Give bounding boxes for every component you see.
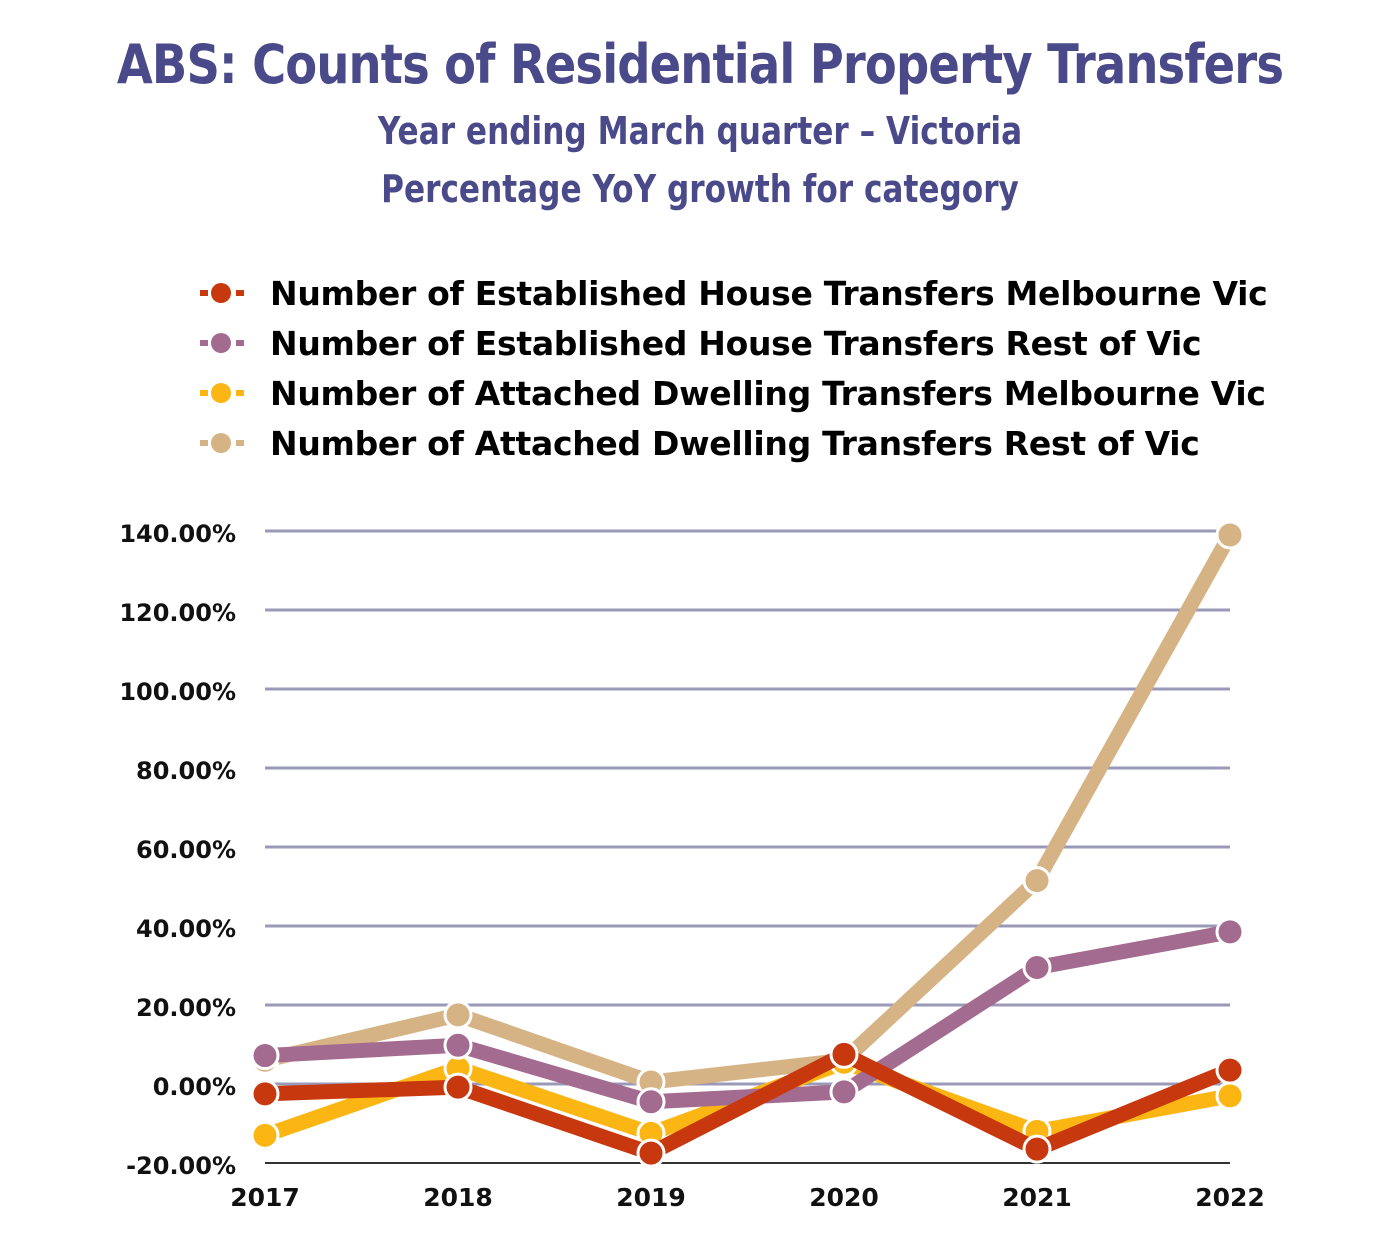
- data-point: [636, 1087, 666, 1117]
- data-point: [250, 1079, 280, 1109]
- legend-label-established-rest: Number of Established House Transfers Re…: [270, 323, 1202, 363]
- y-tick-label: 80.00%: [136, 757, 236, 785]
- chart-subtitle-1: Year ending March quarter – Victoria: [377, 109, 1023, 153]
- series-established-melbourne: [250, 1039, 1245, 1168]
- y-tick-label: 0.00%: [153, 1073, 236, 1101]
- x-tick-label: 2022: [1195, 1183, 1265, 1212]
- y-tick-label: 20.00%: [136, 994, 236, 1022]
- data-point: [829, 1039, 859, 1069]
- data-point: [1215, 1055, 1245, 1085]
- legend-swatch-established-rest: [200, 333, 244, 353]
- data-point: [250, 1120, 280, 1150]
- chart-legend: Number of Established House Transfers Me…: [200, 268, 1350, 468]
- series-line: [257, 527, 1238, 1090]
- x-tick-label: 2018: [423, 1183, 493, 1212]
- y-tick-label: -20.00%: [126, 1152, 236, 1180]
- y-tick-label: 100.00%: [119, 678, 236, 706]
- data-point: [1215, 520, 1245, 550]
- data-point: [250, 1041, 280, 1071]
- series-lines: [250, 520, 1245, 1168]
- series-line: [257, 1046, 1238, 1161]
- y-tick-label: 140.00%: [119, 520, 236, 548]
- data-point: [829, 1077, 859, 1107]
- series-attached-rest: [250, 520, 1245, 1097]
- legend-item-attached-rest: Number of Attached Dwelling Transfers Re…: [200, 418, 1350, 468]
- data-point: [1215, 917, 1245, 947]
- legend-swatch-established-melbourne: [200, 283, 244, 303]
- x-tick-label: 2021: [1002, 1183, 1072, 1212]
- data-point: [1022, 952, 1052, 982]
- x-tick-label: 2020: [809, 1183, 879, 1212]
- legend-label-attached-melbourne: Number of Attached Dwelling Transfers Me…: [270, 373, 1266, 413]
- legend-item-attached-melbourne: Number of Attached Dwelling Transfers Me…: [200, 368, 1350, 418]
- y-tick-label: 60.00%: [136, 836, 236, 864]
- data-point: [1022, 866, 1052, 896]
- data-point: [443, 1072, 473, 1102]
- y-tick-label: 40.00%: [136, 915, 236, 943]
- legend-label-attached-rest: Number of Attached Dwelling Transfers Re…: [270, 423, 1200, 463]
- data-point: [443, 1000, 473, 1030]
- y-tick-label: 120.00%: [119, 599, 236, 627]
- gridlines: [265, 529, 1230, 1164]
- data-point: [636, 1138, 666, 1168]
- legend-swatch-attached-melbourne: [200, 383, 244, 403]
- data-point: [1215, 1081, 1245, 1111]
- legend-label-established-melbourne: Number of Established House Transfers Me…: [270, 273, 1268, 313]
- legend-item-established-rest: Number of Established House Transfers Re…: [200, 318, 1350, 368]
- chart-titles: ABS: Counts of Residential Property Tran…: [0, 28, 1400, 218]
- legend-item-established-melbourne: Number of Established House Transfers Me…: [200, 268, 1350, 318]
- chart-title: ABS: Counts of Residential Property Tran…: [116, 33, 1284, 96]
- data-point: [443, 1030, 473, 1060]
- legend-swatch-attached-rest: [200, 433, 244, 453]
- y-axis-tick-labels: 140.00% 120.00% 100.00% 80.00% 60.00% 40.00% 2…: [119, 520, 236, 1180]
- x-axis-tick-labels: 2017 2018 2019 2020 2021 2022: [230, 1183, 1265, 1212]
- data-point: [1022, 1134, 1052, 1164]
- x-tick-label: 2017: [230, 1183, 300, 1212]
- chart-subtitle-2: Percentage YoY growth for category: [381, 167, 1019, 211]
- x-tick-label: 2019: [616, 1183, 686, 1212]
